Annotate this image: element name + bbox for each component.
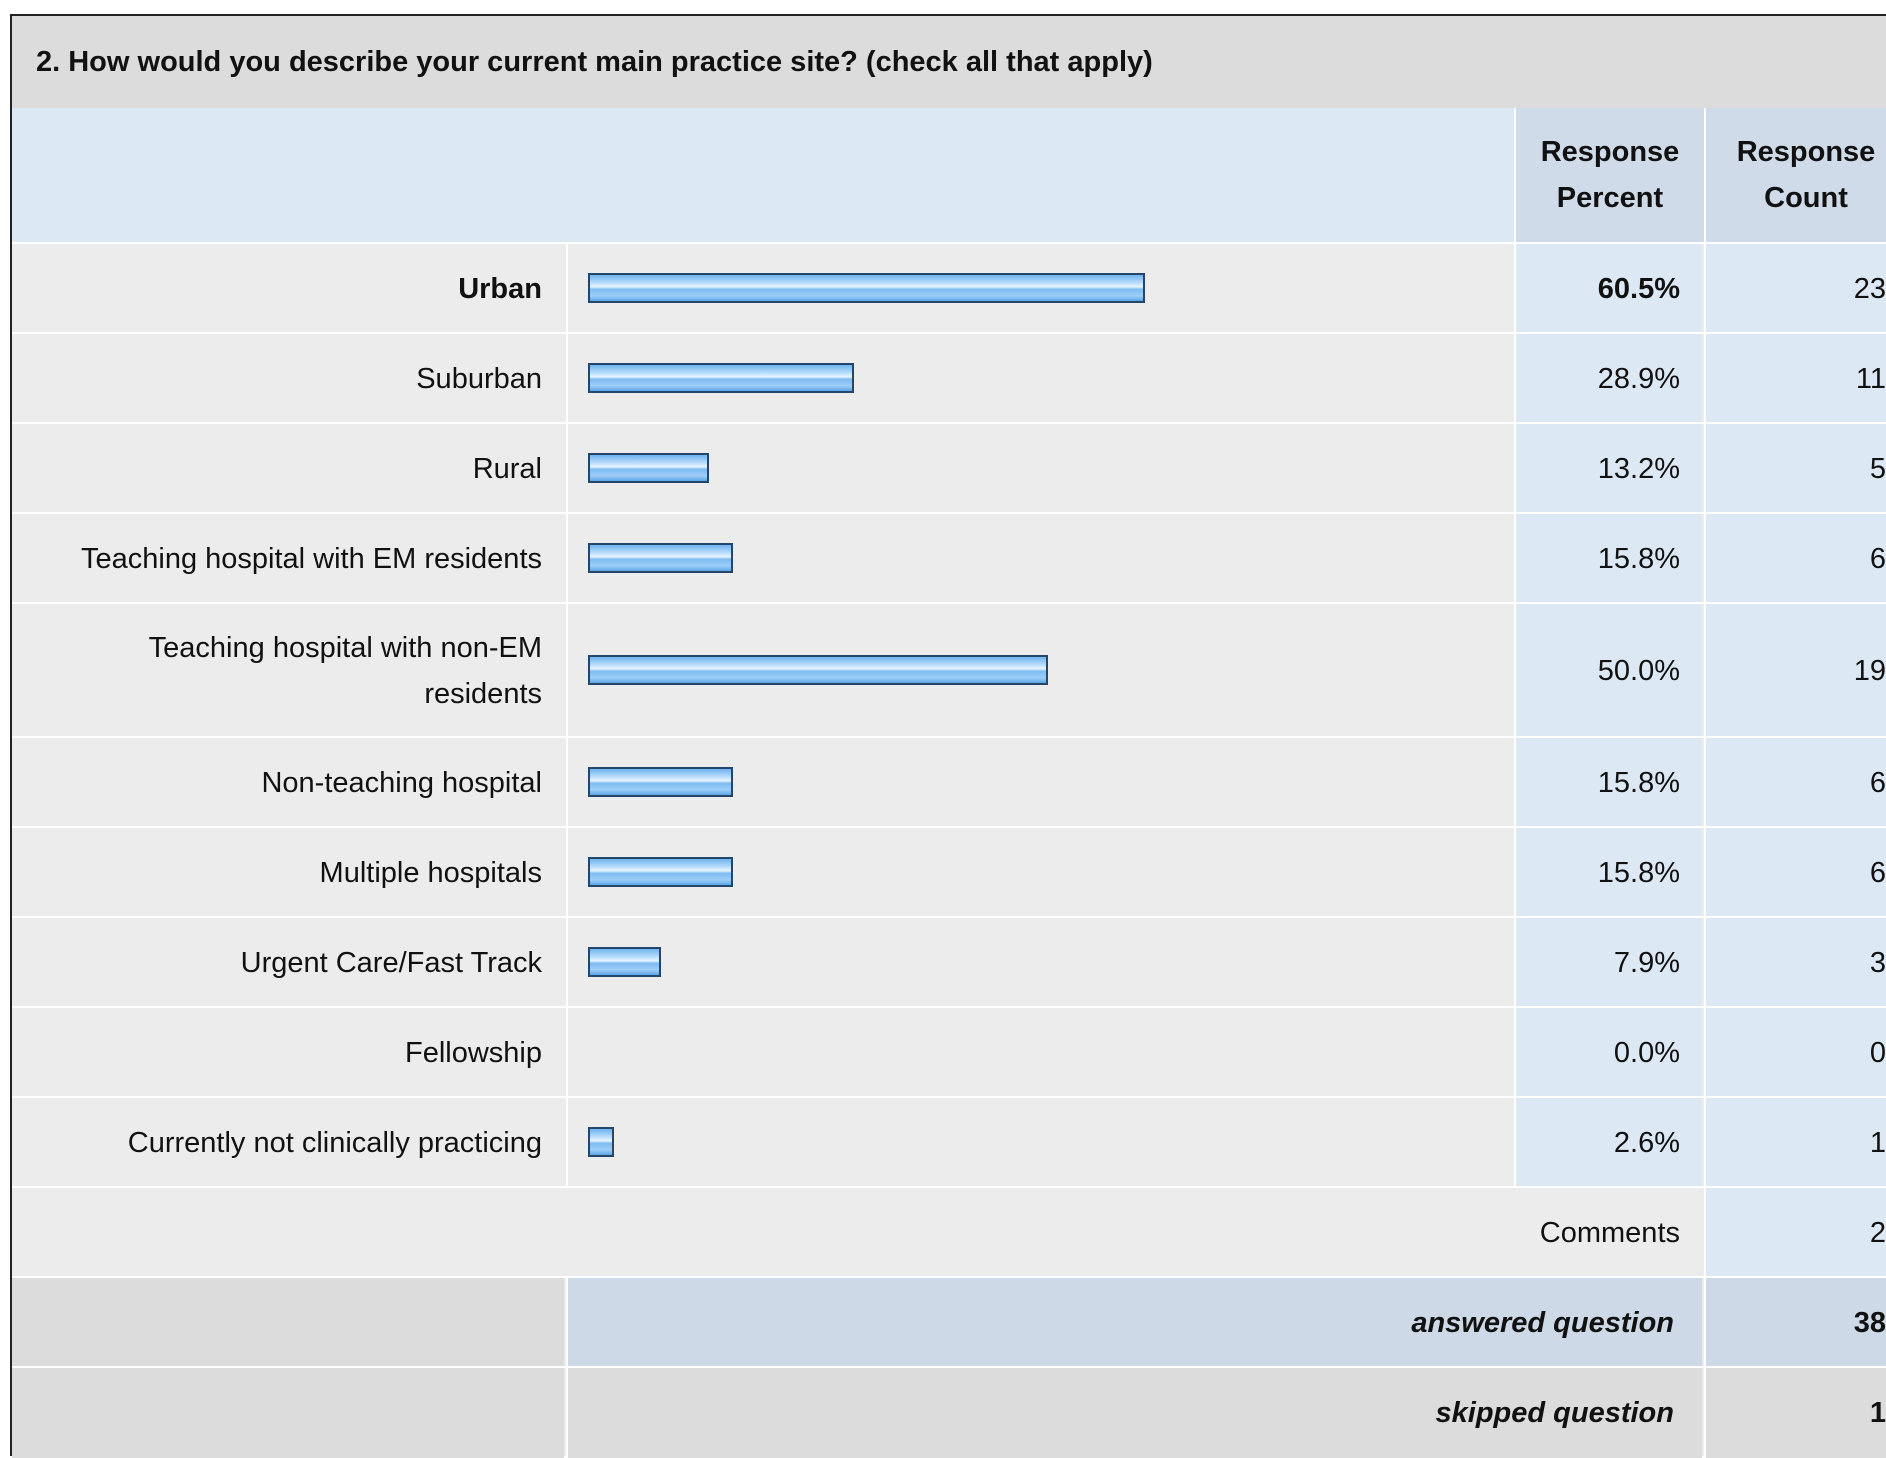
table-row: Teaching hospital with non-EM residents 5… (12, 602, 1886, 738)
answer-label: Teaching hospital with non-EM residents (12, 604, 564, 738)
answer-label: Fellowship (12, 1008, 564, 1098)
table-row: Currently not clinically practicing 2.6% 1 (12, 1096, 1886, 1188)
table-row: Multiple hospitals 15.8% 6 (12, 826, 1886, 918)
response-count: 5 (1704, 424, 1886, 514)
response-percent: 7.9% (1514, 918, 1702, 1008)
comments-label: Comments (12, 1188, 1702, 1278)
skipped-row: skipped question 1 (12, 1366, 1886, 1458)
response-percent: 28.9% (1514, 334, 1702, 424)
response-percent: 50.0% (1514, 604, 1702, 738)
response-percent: 13.2% (1514, 424, 1702, 514)
answer-label: Non-teaching hospital (12, 738, 564, 828)
answer-label: Urban (12, 244, 564, 334)
bar (588, 655, 1048, 685)
response-count: 3 (1704, 918, 1886, 1008)
answered-spacer (12, 1278, 564, 1368)
question-title: 2. How would you describe your current m… (12, 16, 1886, 108)
answered-row: answered question 38 (12, 1276, 1886, 1368)
header-row: Response Percent Response Count (12, 108, 1886, 242)
comments-count: 2 (1704, 1188, 1886, 1278)
response-count: 23 (1704, 244, 1886, 334)
table-row: Fellowship 0.0% 0 (12, 1006, 1886, 1098)
header-response-percent: Response Percent (1514, 108, 1704, 242)
header-response-count: Response Count (1704, 108, 1886, 242)
answer-label: Suburban (12, 334, 564, 424)
bar (588, 767, 734, 797)
skipped-spacer (12, 1368, 564, 1458)
bar-cell (566, 828, 1514, 918)
response-percent: 15.8% (1514, 738, 1702, 828)
response-percent: 60.5% (1514, 244, 1702, 334)
table-row: Rural 13.2% 5 (12, 422, 1886, 514)
answer-label: Currently not clinically practicing (12, 1098, 564, 1188)
response-percent: 0.0% (1514, 1008, 1702, 1098)
comments-row: Comments 2 (12, 1186, 1886, 1278)
response-count: 1 (1704, 1098, 1886, 1188)
response-count: 6 (1704, 828, 1886, 918)
response-count: 11 (1704, 334, 1886, 424)
survey-table: 2. How would you describe your current m… (10, 14, 1886, 1458)
response-count: 6 (1704, 738, 1886, 828)
answer-label: Teaching hospital with EM residents (12, 514, 564, 604)
bar (588, 363, 854, 393)
answered-count: 38 (1704, 1278, 1886, 1368)
response-percent: 15.8% (1514, 828, 1702, 918)
bar-cell (566, 1098, 1514, 1188)
table-row: Teaching hospital with EM residents 15.8%… (12, 512, 1886, 604)
bar (588, 947, 661, 977)
table-row: Suburban 28.9% 11 (12, 332, 1886, 424)
bar (588, 857, 734, 887)
bar-cell (566, 918, 1514, 1008)
bar-cell (566, 738, 1514, 828)
bar-cell (566, 604, 1514, 738)
skipped-count: 1 (1704, 1368, 1886, 1458)
skipped-label: skipped question (566, 1368, 1702, 1458)
response-count: 19 (1704, 604, 1886, 738)
bar-cell (566, 514, 1514, 604)
bar-cell (566, 334, 1514, 424)
response-count: 6 (1704, 514, 1886, 604)
table-row: Urban 60.5% 23 (12, 242, 1886, 334)
bar (588, 453, 710, 483)
response-percent: 2.6% (1514, 1098, 1702, 1188)
response-percent: 15.8% (1514, 514, 1702, 604)
answer-label: Urgent Care/Fast Track (12, 918, 564, 1008)
response-count: 0 (1704, 1008, 1886, 1098)
bar-cell (566, 1008, 1514, 1098)
bar (588, 273, 1145, 303)
answer-label: Rural (12, 424, 564, 514)
table-row: Non-teaching hospital 15.8% 6 (12, 736, 1886, 828)
bar-cell (566, 244, 1514, 334)
answer-label: Multiple hospitals (12, 828, 564, 918)
bar (588, 1127, 614, 1157)
table-row: Urgent Care/Fast Track 7.9% 3 (12, 916, 1886, 1008)
bar (588, 543, 734, 573)
answered-label: answered question (566, 1278, 1702, 1368)
bar-cell (566, 424, 1514, 514)
